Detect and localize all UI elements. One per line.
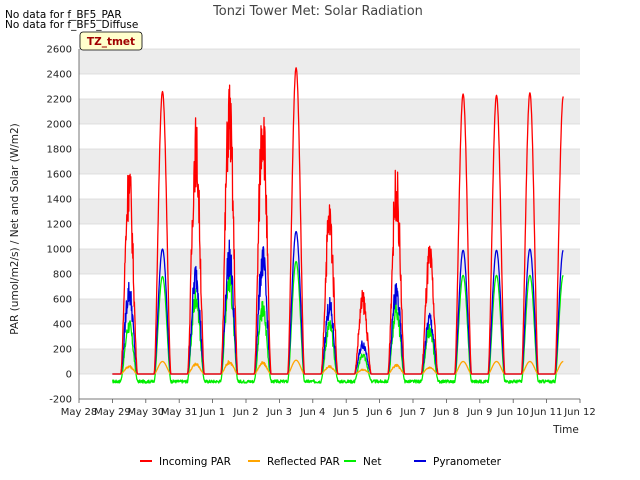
plot-background: [79, 49, 580, 399]
plot-band: [79, 49, 580, 74]
legend-label: Reflected PAR: [267, 456, 340, 468]
x-tick-label: Jun 11: [530, 407, 563, 418]
y-tick-label: 1800: [47, 145, 72, 156]
y-tick-label: 1000: [47, 245, 72, 256]
x-tick-label: Jun 1: [199, 407, 225, 418]
no-data-note-diffuse: No data for f_BF5_Diffuse: [5, 19, 139, 31]
series-line-net: [112, 260, 564, 384]
y-tick-label: 200: [53, 345, 72, 356]
y-tick-label: 800: [53, 270, 72, 281]
y-tick-label: 2000: [47, 120, 72, 131]
series-line-incoming-par: [112, 67, 564, 375]
y-tick-label: 600: [53, 295, 72, 306]
tag-label: TZ_tmet: [87, 36, 135, 48]
y-tick-label: 1400: [47, 195, 72, 206]
x-tick-label: Jun 12: [563, 407, 596, 418]
x-tick-label: Jun 3: [266, 407, 292, 418]
chart-title: Tonzi Tower Met: Solar Radiation: [212, 4, 423, 19]
x-tick-label: Jun 5: [333, 407, 359, 418]
x-tick-label: May 28: [61, 407, 98, 418]
y-tick-label: 2400: [47, 70, 72, 81]
plot-band: [79, 149, 580, 174]
legend-label: Pyranometer: [433, 456, 502, 468]
y-tick-label: 400: [53, 320, 72, 331]
x-tick-label: Jun 6: [366, 407, 392, 418]
legend: Incoming PAR Reflected PAR Net Pyranometer: [140, 456, 502, 468]
y-axis-label: PAR (umol/m2/s) / Net and Solar (W/m2): [9, 123, 21, 335]
plot-band: [79, 249, 580, 274]
y-tick-label: 0: [66, 370, 72, 381]
x-axis-label: Time: [552, 424, 579, 436]
x-tick-label: May 29: [94, 407, 131, 418]
x-tick-label: Jun 10: [496, 407, 529, 418]
x-tick-label: Jun 9: [466, 407, 492, 418]
axes: [78, 49, 580, 400]
series-lines: [112, 67, 564, 384]
y-tick-label: 1200: [47, 220, 72, 231]
y-tick-label: -200: [49, 395, 72, 406]
x-tick-label: May 31: [161, 407, 198, 418]
legend-label: Incoming PAR: [159, 456, 231, 468]
y-tick-labels: -200 0 200 400 600 800 1000 1200 1400 1600 1800 200…: [47, 45, 72, 406]
y-tick-label: 2600: [47, 45, 72, 56]
tag-box: TZ_tmet: [79, 31, 143, 51]
x-tick-label: Jun 8: [433, 407, 459, 418]
plot-band: [79, 99, 580, 124]
x-tick-label: May 30: [128, 407, 165, 418]
no-data-note-par: No data for f_BF5_PAR: [5, 9, 122, 21]
y-tick-label: 1600: [47, 170, 72, 181]
x-tick-label: Jun 4: [299, 407, 325, 418]
legend-label: Net: [363, 456, 381, 468]
y-tick-label: 2200: [47, 95, 72, 106]
x-tick-label: Jun 2: [232, 407, 258, 418]
x-tick-label: Jun 7: [399, 407, 425, 418]
